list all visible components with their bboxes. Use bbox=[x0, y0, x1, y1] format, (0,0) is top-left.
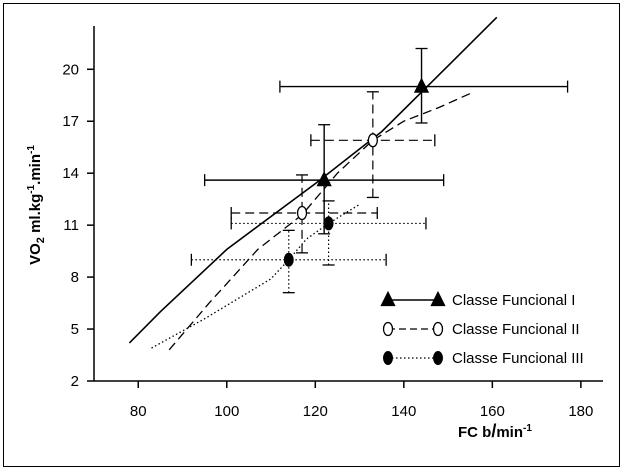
x-axis-title-main: FC b bbox=[458, 424, 491, 441]
x-axis-title-exp: -1 bbox=[523, 423, 532, 434]
x-axis-title-sep: / bbox=[491, 421, 496, 441]
legend-item-1: Classe Funcional I bbox=[380, 290, 575, 309]
x-axis-title: FC b/min-1 bbox=[458, 421, 532, 441]
series-1-line bbox=[128, 16, 498, 344]
y-tick-label-1: 5 bbox=[71, 321, 79, 338]
y-axis-title-exp1: -1 bbox=[26, 184, 37, 193]
x-tick-label-0: 80 bbox=[130, 403, 147, 420]
legend-marker-end-3 bbox=[433, 351, 443, 365]
y-axis-title-main: VO bbox=[27, 243, 44, 265]
series-3-point-0 bbox=[283, 252, 294, 267]
y-tick-label-0: 2 bbox=[71, 373, 79, 390]
x-tick-label-2: 120 bbox=[303, 403, 328, 420]
y-axis-title-dot: .min bbox=[27, 154, 44, 185]
ticks-layer: 80 100 120 140 160 180 2 5 8 11 14 17 20 bbox=[62, 61, 593, 420]
series-3-point-1 bbox=[323, 216, 334, 231]
series-1-point-1 bbox=[413, 77, 430, 93]
series-1 bbox=[128, 16, 569, 344]
x-tick-label-5: 180 bbox=[568, 403, 593, 420]
legend-marker-start-1 bbox=[380, 290, 396, 307]
legend-label-3: Classe Funcional III bbox=[452, 350, 584, 367]
series-3 bbox=[151, 200, 427, 349]
y-axis-title: VO2 ml.kg-1.min-1 bbox=[26, 145, 47, 265]
y-axis-title-exp2: -1 bbox=[26, 145, 37, 154]
y-tick-label-2: 8 bbox=[71, 269, 79, 286]
legend-marker-end-2 bbox=[432, 321, 444, 337]
series-3-errorbar-1 bbox=[230, 200, 427, 266]
x-tick-label-3: 140 bbox=[391, 403, 416, 420]
legend-item-3: Classe Funcional III bbox=[383, 350, 584, 367]
legend-marker-end-1 bbox=[430, 290, 446, 307]
legend: Classe Funcional I Classe Funcional II Cla… bbox=[380, 290, 584, 367]
legend-marker-start-2 bbox=[382, 321, 394, 337]
x-tick-label-1: 100 bbox=[214, 403, 239, 420]
series-1-point-0 bbox=[316, 171, 332, 187]
y-tick-label-5: 17 bbox=[62, 113, 79, 130]
legend-item-2: Classe Funcional II bbox=[382, 321, 580, 338]
y-tick-label-6: 20 bbox=[62, 61, 79, 78]
x-tick-label-4: 160 bbox=[480, 403, 505, 420]
series-2 bbox=[168, 91, 471, 351]
y-axis-title-mid: ml.kg bbox=[27, 194, 44, 237]
y-axis-title-sub: 2 bbox=[35, 237, 47, 243]
axes-layer bbox=[93, 26, 603, 382]
series-2-point-0 bbox=[296, 205, 308, 221]
series-2-line bbox=[168, 92, 471, 351]
legend-label-1: Classe Funcional I bbox=[452, 292, 575, 309]
y-tick-label-3: 11 bbox=[63, 217, 79, 234]
y-tick-label-4: 14 bbox=[62, 165, 79, 182]
legend-marker-start-3 bbox=[383, 351, 393, 365]
x-axis-title-unit: min bbox=[496, 424, 523, 441]
legend-label-2: Classe Funcional II bbox=[452, 321, 580, 338]
series-2-point-1 bbox=[367, 133, 378, 148]
series-layer bbox=[128, 16, 569, 351]
chart-frame bbox=[3, 3, 620, 467]
